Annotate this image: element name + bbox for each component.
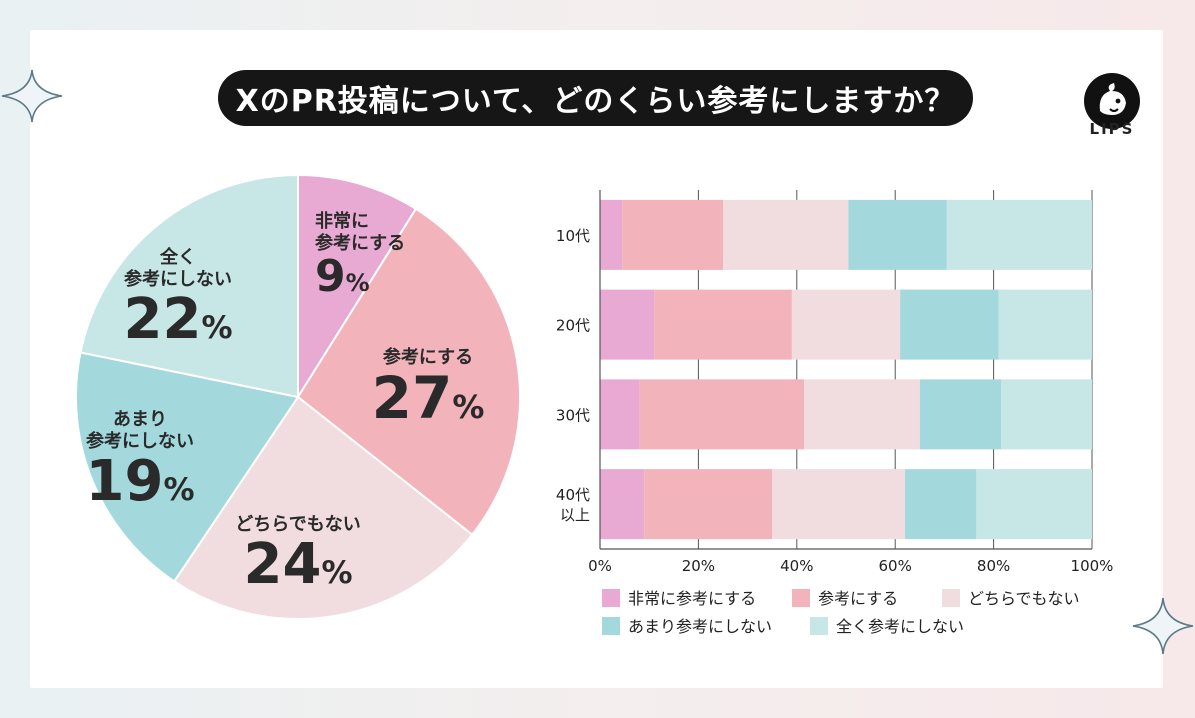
pie-slice bbox=[172, 395, 474, 620]
pie-slice-percent: 9% bbox=[315, 251, 370, 302]
pie-slice bbox=[79, 175, 299, 399]
category-label: 30代 bbox=[556, 406, 590, 424]
pie-slice bbox=[296, 207, 521, 537]
bar-segment bbox=[600, 379, 640, 450]
bar-segment bbox=[976, 469, 1092, 540]
bar-segment bbox=[905, 469, 977, 540]
bar-segment bbox=[622, 199, 723, 270]
pie-slice-label: 参考にしない bbox=[124, 268, 232, 290]
pie-slice-percent: 19% bbox=[86, 449, 195, 514]
bar-segment bbox=[1000, 379, 1092, 450]
pie-slice-percent: 27% bbox=[372, 364, 485, 432]
legend-label: 全く参考にしない bbox=[836, 617, 964, 636]
pie-chart: 非常に参考にする9%参考にする27%どちらでもない24%あまり参考にしない19%… bbox=[75, 175, 521, 620]
bar-segment bbox=[644, 469, 773, 540]
bar-segment bbox=[919, 379, 1001, 450]
chart-title: XのPR投稿について、どのくらい参考にしますか？ bbox=[218, 70, 973, 126]
pie-slice-percent: 24% bbox=[244, 532, 353, 597]
pie-slice-label: 全く bbox=[159, 246, 196, 268]
bar-segment bbox=[848, 199, 947, 270]
stacked-bar-chart: 0% 20% 40% 60% 80% 100% 10代 20代 30代 40代以上非常に参考にする… bbox=[556, 190, 1114, 636]
pie-slice-label: 参考にする bbox=[315, 232, 405, 254]
bar-segment bbox=[998, 289, 1092, 360]
category-label: 10代 bbox=[556, 227, 590, 245]
sparkle-left-icon bbox=[1, 69, 63, 123]
lips-logo-icon bbox=[1084, 73, 1140, 129]
pie-slice bbox=[75, 351, 300, 583]
legend-label: どちらでもない bbox=[968, 589, 1080, 608]
legend-label: 非常に参考にする bbox=[628, 589, 756, 608]
x-tick-label: 0% bbox=[588, 557, 612, 575]
brand-name: LIPS bbox=[1089, 120, 1135, 138]
x-tick-label: 60% bbox=[879, 557, 912, 575]
pie-slice-label: 非常に bbox=[315, 210, 369, 232]
bar-segment bbox=[639, 379, 805, 450]
pie-slice bbox=[297, 175, 418, 401]
legend-label: あまり参考にしない bbox=[628, 617, 772, 636]
category-label: 以上 bbox=[560, 506, 590, 524]
x-tick-label: 20% bbox=[682, 557, 715, 575]
pie-slice-label: 参考にする bbox=[383, 346, 473, 368]
bar-segment bbox=[804, 379, 920, 450]
legend-swatch bbox=[602, 589, 620, 607]
pie-slice-label: 参考にしない bbox=[86, 430, 194, 452]
pie-slice-label: どちらでもない bbox=[235, 514, 360, 535]
x-tick-label: 100% bbox=[1071, 557, 1114, 575]
legend-swatch bbox=[942, 589, 960, 607]
bar-segment bbox=[600, 199, 623, 270]
bar-segment bbox=[600, 469, 645, 540]
category-label: 40代 bbox=[556, 486, 590, 504]
category-label: 20代 bbox=[556, 317, 590, 335]
x-tick-label: 40% bbox=[780, 557, 813, 575]
sparkle-right-icon bbox=[1132, 597, 1194, 655]
x-tick-label: 80% bbox=[977, 557, 1010, 575]
bar-segment bbox=[791, 289, 901, 360]
legend-swatch bbox=[602, 617, 620, 635]
legend-swatch bbox=[792, 589, 810, 607]
bar-segment bbox=[900, 289, 999, 360]
bar-segment bbox=[946, 199, 1092, 270]
legend-label: 参考にする bbox=[818, 589, 898, 608]
bar-segment bbox=[654, 289, 792, 360]
pie-slice-percent: 22% bbox=[124, 287, 233, 352]
legend-swatch bbox=[810, 617, 828, 635]
bar-segment bbox=[723, 199, 849, 270]
pie-slice-label: あまり bbox=[113, 409, 167, 430]
bar-segment bbox=[600, 289, 655, 360]
bar-segment bbox=[772, 469, 906, 540]
